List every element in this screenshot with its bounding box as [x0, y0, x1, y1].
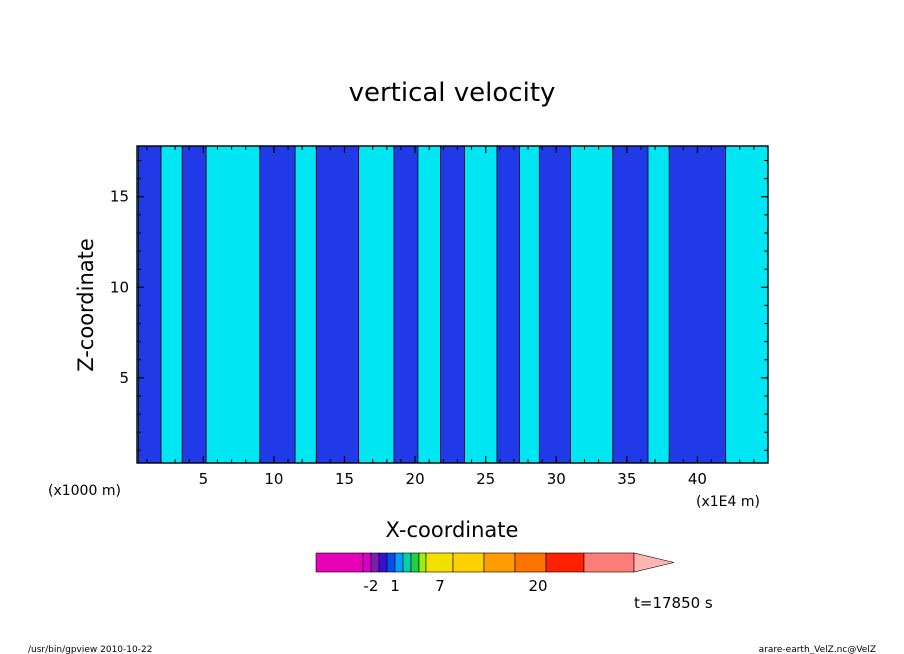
negative-velocity-region — [496, 146, 520, 463]
x-unit-right-label: (x1E4 m) — [696, 494, 760, 510]
plot-frame — [136, 145, 769, 464]
negative-velocity-region — [393, 146, 418, 463]
colorbar-swatch — [425, 552, 454, 573]
footer-left: /usr/bin/gpview 2010-10-22 — [28, 645, 152, 654]
negative-velocity-region — [539, 146, 571, 463]
colorbar-overflow-arrow — [633, 552, 675, 573]
positive-velocity-region — [519, 146, 540, 463]
x-tick-label: 5 — [199, 470, 209, 488]
colorbar-swatch — [362, 552, 372, 573]
positive-velocity-region — [570, 146, 613, 463]
positive-velocity-region — [725, 146, 768, 463]
chart-title: vertical velocity — [349, 78, 556, 108]
x-tick-label: 25 — [476, 470, 495, 488]
positive-velocity-region — [464, 146, 497, 463]
colorbar-swatch — [394, 552, 404, 573]
colorbar-label: 1 — [390, 577, 400, 595]
y-tick-label: 10 — [110, 278, 129, 296]
positive-velocity-region — [417, 146, 441, 463]
negative-velocity-region — [669, 146, 726, 463]
colorbar-swatch — [315, 552, 364, 573]
negative-velocity-region — [440, 146, 465, 463]
colorbar-swatch — [410, 552, 420, 573]
x-tick-label: 30 — [547, 470, 566, 488]
colorbar-label: -2 — [364, 577, 379, 595]
footer-right: arare-earth_VelZ.nc@VelZ — [759, 645, 876, 654]
contour-plot-area — [137, 146, 768, 463]
colorbar-label: 7 — [435, 577, 445, 595]
colorbar-swatch — [370, 552, 380, 573]
negative-velocity-region — [259, 146, 296, 463]
negative-velocity-region — [138, 146, 161, 463]
x-unit-left-label: (x1000 m) — [48, 483, 121, 499]
positive-velocity-region — [206, 146, 260, 463]
colorbar-swatch — [545, 552, 585, 573]
positive-velocity-region — [160, 146, 183, 463]
y-axis-label: Z-coordinate — [74, 238, 98, 372]
x-tick-label: 40 — [688, 470, 707, 488]
colorbar-swatch — [402, 552, 412, 573]
positive-velocity-region — [295, 146, 317, 463]
x-tick-label: 20 — [406, 470, 425, 488]
positive-velocity-region — [137, 146, 139, 463]
axes: 5 10 15 20 25 30 35 40 5 10 15 — [110, 145, 769, 488]
negative-velocity-region — [612, 146, 649, 463]
colorbar-swatch — [386, 552, 396, 573]
colorbar-swatch — [452, 552, 485, 573]
x-axis-label: X-coordinate — [386, 518, 519, 542]
colorbar-label: 20 — [528, 577, 547, 595]
x-tick-label: 10 — [264, 470, 283, 488]
colorbar-swatch — [378, 552, 388, 573]
negative-velocity-region — [316, 146, 359, 463]
colorbar: -2 1 7 20 — [315, 552, 675, 595]
negative-velocity-region — [182, 146, 207, 463]
colorbar-swatch — [583, 552, 635, 573]
y-tick-label: 5 — [119, 369, 129, 387]
colorbar-swatch — [483, 552, 516, 573]
positive-velocity-region — [648, 146, 670, 463]
positive-velocity-region — [358, 146, 394, 463]
x-tick-label: 15 — [335, 470, 354, 488]
x-tick-label: 35 — [617, 470, 636, 488]
y-tick-label: 15 — [110, 188, 129, 206]
colorbar-swatch — [418, 552, 427, 573]
colorbar-swatch — [514, 552, 547, 573]
time-label: t=17850 s — [634, 594, 713, 612]
